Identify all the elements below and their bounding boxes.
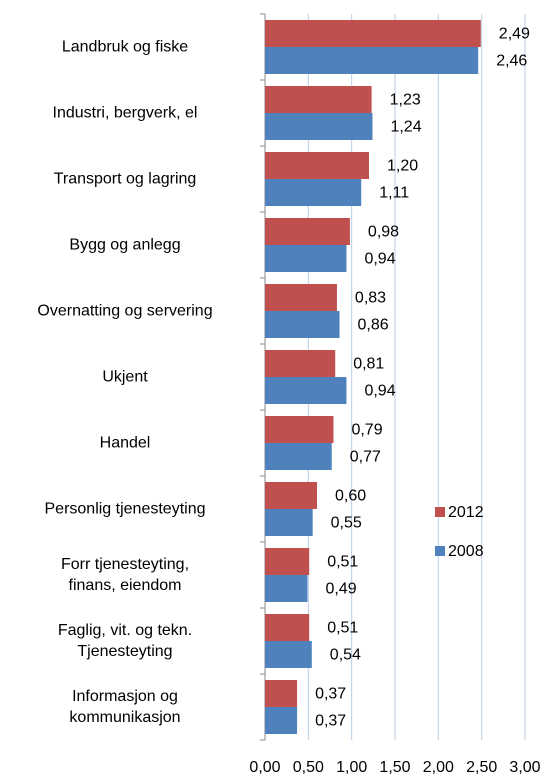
- value-label: 0,79: [351, 422, 382, 439]
- bar: [265, 245, 347, 272]
- value-label: 0,77: [350, 449, 381, 466]
- x-tick-label: 0,00: [249, 759, 280, 776]
- y-tick-label: Informasjon og kommunikasjon: [69, 688, 181, 726]
- y-tick-label: Personlig tjenesteyting: [44, 500, 206, 518]
- value-label: 0,51: [327, 554, 358, 571]
- legend-label: 2012: [448, 504, 484, 521]
- value-label: 0,83: [355, 290, 386, 307]
- bar: [265, 86, 372, 113]
- y-tick-label: Landbruk og fiske: [61, 38, 189, 56]
- value-label: 0,37: [315, 713, 346, 730]
- value-label: 1,11: [379, 185, 409, 202]
- value-label: 0,94: [364, 251, 395, 268]
- value-label: 0,98: [368, 224, 399, 241]
- bar: [265, 113, 373, 140]
- value-label: 0,94: [364, 383, 395, 400]
- legend-swatch: [435, 546, 445, 556]
- y-tick-label: Industri, bergverk, el: [52, 104, 198, 122]
- x-tick-label: 2,50: [466, 759, 497, 776]
- value-label: 0,37: [315, 686, 346, 703]
- x-tick-label: 2,00: [423, 759, 454, 776]
- y-tick-label: Forr tjenesteyting, finans, eiendom: [60, 556, 190, 594]
- x-tick-label: 1,50: [379, 759, 410, 776]
- value-label: 0,55: [331, 515, 362, 532]
- bar: [265, 284, 337, 311]
- value-label: 2,49: [499, 26, 530, 43]
- bar: [265, 350, 336, 377]
- y-tick-label: Bygg og anlegg: [69, 236, 181, 254]
- y-tick-label: Overnatting og servering: [37, 302, 213, 320]
- bar: [265, 218, 350, 245]
- x-tick-label: 3,00: [509, 759, 540, 776]
- bar: [265, 509, 313, 536]
- value-label: 0,54: [330, 647, 361, 664]
- bar: [265, 20, 481, 47]
- bar: [265, 482, 317, 509]
- bar: [265, 641, 312, 668]
- bar: [265, 179, 362, 206]
- y-tick-label: Handel: [99, 434, 151, 452]
- legend-swatch: [435, 507, 445, 517]
- bar: [265, 680, 298, 707]
- bar: [265, 377, 347, 404]
- value-label: 0,86: [358, 317, 389, 334]
- bar: [265, 152, 369, 179]
- value-label: 1,20: [387, 158, 418, 175]
- y-tick-label: Faglig, vit. og tekn. Tjenesteyting: [57, 622, 193, 660]
- legend-label: 2008: [448, 543, 484, 560]
- value-label: 0,81: [353, 356, 384, 373]
- bar: [265, 311, 340, 338]
- bar: [265, 548, 310, 575]
- bar: [265, 416, 334, 443]
- x-tick-label: 0,50: [293, 759, 324, 776]
- value-label: 1,23: [390, 92, 421, 109]
- value-label: 0,49: [325, 581, 356, 598]
- x-tick-label: 1,00: [336, 759, 367, 776]
- value-label: 0,60: [335, 488, 366, 505]
- value-label: 2,46: [496, 53, 527, 70]
- bar: [265, 443, 332, 470]
- bar: [265, 614, 310, 641]
- bar: [265, 707, 298, 734]
- bar: [265, 47, 479, 74]
- value-label: 1,24: [390, 119, 421, 136]
- value-label: 0,51: [327, 620, 358, 637]
- y-tick-label: Ukjent: [102, 368, 148, 386]
- y-tick-label: Transport og lagring: [53, 170, 197, 188]
- bar: [265, 575, 308, 602]
